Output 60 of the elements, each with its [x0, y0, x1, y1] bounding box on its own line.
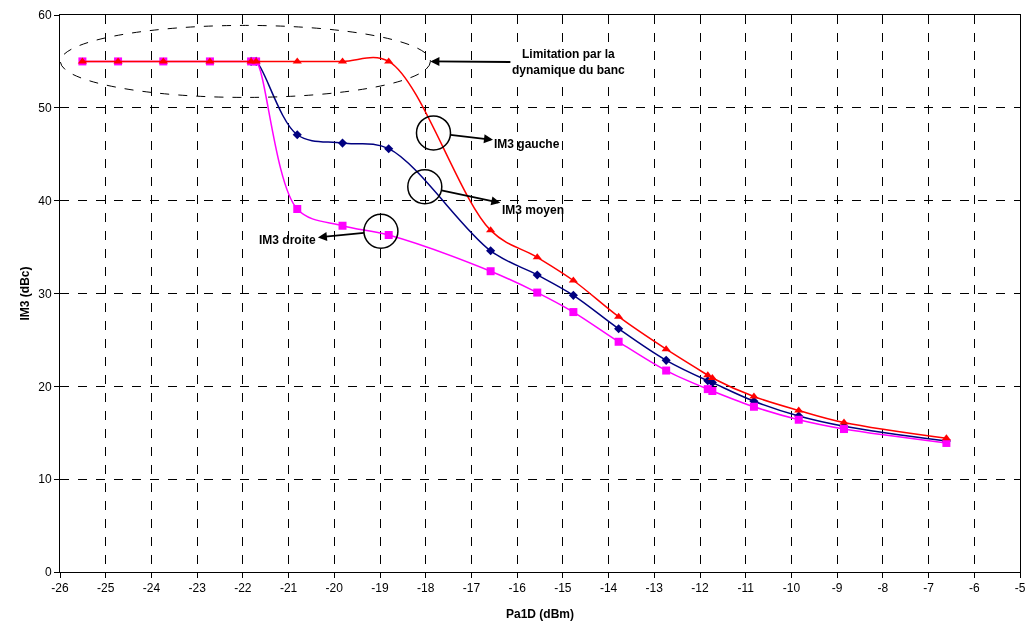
- point: [384, 144, 394, 154]
- y-tick-label: 0: [44, 565, 52, 580]
- x-tick-label: -7: [923, 581, 935, 596]
- y-tick-label: 10: [38, 472, 52, 487]
- point: [840, 425, 848, 434]
- x-tick-label: -17: [462, 581, 481, 596]
- x-tick-label: -6: [968, 581, 980, 596]
- x-axis-title: Pa1D (dBm): [505, 607, 575, 622]
- x-tick-label: -25: [97, 581, 115, 596]
- point: [533, 288, 542, 297]
- annotation: IM3 droite: [259, 233, 316, 247]
- y-tick-label: 50: [38, 101, 52, 116]
- y-tick-label: 20: [38, 379, 52, 394]
- x-tick-label: -15: [554, 581, 572, 596]
- x-tick-label: -10: [782, 581, 801, 596]
- x-tick-label: -23: [188, 581, 207, 596]
- x-tick-label: -24: [142, 581, 161, 596]
- x-tick-label: -26: [51, 581, 69, 596]
- point: [384, 231, 393, 240]
- annotation: IM3 gauche: [494, 137, 560, 151]
- point: [338, 221, 347, 230]
- point: [614, 324, 624, 334]
- x-tick-label: -11: [737, 581, 755, 596]
- x-tick-label: -22: [234, 581, 252, 596]
- point: [708, 386, 717, 395]
- point: [614, 337, 623, 346]
- point: [486, 267, 495, 276]
- point: [532, 270, 542, 280]
- point: [337, 138, 348, 148]
- x-tick-label: -12: [691, 581, 709, 596]
- y-tick-label: 40: [38, 193, 52, 208]
- point: [662, 366, 671, 375]
- point: [293, 205, 302, 214]
- point: [568, 290, 578, 300]
- y-tick-label: 60: [38, 8, 52, 23]
- y-axis-title: IM3 (dBc): [17, 266, 32, 321]
- x-tick-label: -20: [325, 581, 344, 596]
- point: [749, 402, 758, 411]
- x-tick-label: -14: [599, 581, 618, 596]
- y-tick-label: 30: [38, 286, 52, 301]
- point: [614, 312, 624, 319]
- x-tick-label: -21: [279, 581, 298, 596]
- point: [661, 355, 671, 365]
- point: [839, 418, 849, 425]
- point: [707, 373, 717, 380]
- x-tick-label: -13: [645, 581, 664, 596]
- point: [292, 130, 302, 140]
- point: [749, 392, 759, 399]
- x-tick-label: -9: [831, 581, 843, 596]
- point: [794, 415, 803, 424]
- x-tick-label: -5: [1014, 581, 1026, 596]
- x-tick-label: -16: [508, 581, 527, 596]
- annotation: Limitation par la dynamique du banc: [512, 47, 626, 77]
- annotation: IM3 moyen: [502, 203, 565, 217]
- x-tick-label: -18: [417, 581, 435, 596]
- point: [569, 308, 578, 317]
- point: [486, 246, 496, 256]
- x-tick-label: -8: [877, 581, 889, 596]
- x-tick-label: -19: [371, 581, 389, 596]
- point: [568, 276, 578, 283]
